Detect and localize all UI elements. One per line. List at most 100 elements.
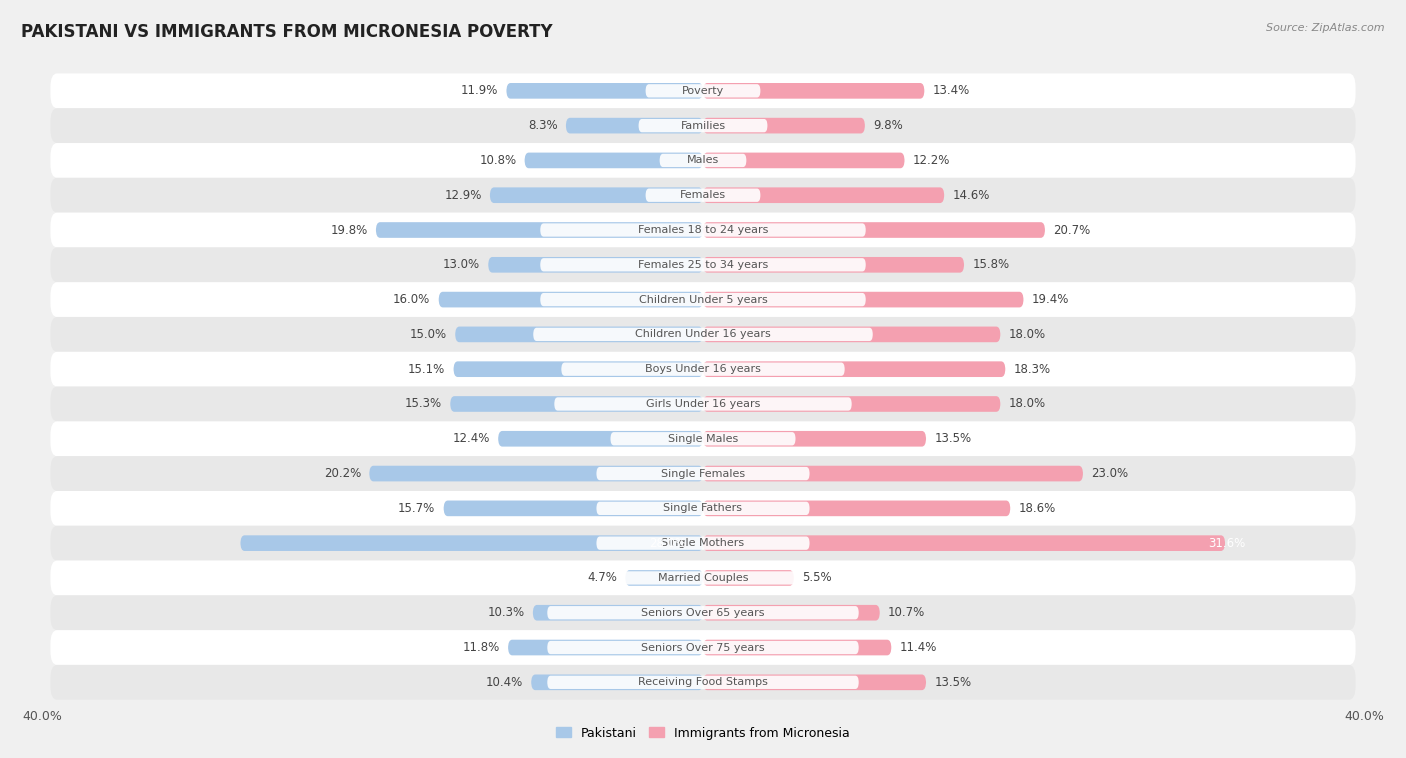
FancyBboxPatch shape [703, 465, 1083, 481]
FancyBboxPatch shape [703, 431, 927, 446]
FancyBboxPatch shape [51, 247, 1355, 282]
FancyBboxPatch shape [51, 108, 1355, 143]
FancyBboxPatch shape [51, 630, 1355, 665]
Text: Males: Males [688, 155, 718, 165]
Text: 19.4%: 19.4% [1032, 293, 1069, 306]
FancyBboxPatch shape [51, 143, 1355, 178]
Text: 9.8%: 9.8% [873, 119, 903, 132]
FancyBboxPatch shape [703, 152, 904, 168]
FancyBboxPatch shape [489, 187, 703, 203]
FancyBboxPatch shape [547, 606, 859, 619]
FancyBboxPatch shape [51, 526, 1355, 561]
Text: Receiving Food Stamps: Receiving Food Stamps [638, 678, 768, 688]
FancyBboxPatch shape [659, 154, 747, 167]
FancyBboxPatch shape [51, 317, 1355, 352]
FancyBboxPatch shape [703, 396, 1001, 412]
FancyBboxPatch shape [506, 83, 703, 99]
FancyBboxPatch shape [51, 74, 1355, 108]
Text: 11.4%: 11.4% [900, 641, 936, 654]
FancyBboxPatch shape [565, 117, 703, 133]
Text: 15.3%: 15.3% [405, 397, 441, 411]
FancyBboxPatch shape [561, 362, 845, 376]
Text: 31.6%: 31.6% [1209, 537, 1246, 550]
Text: 10.8%: 10.8% [479, 154, 516, 167]
FancyBboxPatch shape [596, 502, 810, 515]
FancyBboxPatch shape [645, 189, 761, 202]
FancyBboxPatch shape [51, 595, 1355, 630]
FancyBboxPatch shape [626, 570, 703, 586]
FancyBboxPatch shape [703, 500, 1011, 516]
Text: 28.0%: 28.0% [650, 537, 686, 550]
FancyBboxPatch shape [547, 641, 859, 654]
FancyBboxPatch shape [540, 258, 866, 271]
FancyBboxPatch shape [703, 187, 945, 203]
FancyBboxPatch shape [375, 222, 703, 238]
FancyBboxPatch shape [488, 257, 703, 273]
Text: 10.7%: 10.7% [889, 606, 925, 619]
FancyBboxPatch shape [547, 675, 859, 689]
Text: 8.3%: 8.3% [529, 119, 558, 132]
FancyBboxPatch shape [439, 292, 703, 308]
FancyBboxPatch shape [554, 397, 852, 411]
FancyBboxPatch shape [703, 535, 1225, 551]
Text: 15.7%: 15.7% [398, 502, 436, 515]
Text: 12.2%: 12.2% [912, 154, 950, 167]
FancyBboxPatch shape [524, 152, 703, 168]
FancyBboxPatch shape [703, 83, 924, 99]
Text: Seniors Over 75 years: Seniors Over 75 years [641, 643, 765, 653]
Text: 4.7%: 4.7% [588, 572, 617, 584]
FancyBboxPatch shape [240, 535, 703, 551]
Text: Girls Under 16 years: Girls Under 16 years [645, 399, 761, 409]
Text: Single Mothers: Single Mothers [661, 538, 745, 548]
FancyBboxPatch shape [596, 467, 810, 481]
FancyBboxPatch shape [703, 570, 794, 586]
FancyBboxPatch shape [51, 212, 1355, 247]
FancyBboxPatch shape [508, 640, 703, 656]
Text: 18.0%: 18.0% [1008, 397, 1046, 411]
FancyBboxPatch shape [703, 327, 1001, 342]
FancyBboxPatch shape [610, 432, 796, 446]
FancyBboxPatch shape [638, 119, 768, 133]
Text: 18.6%: 18.6% [1018, 502, 1056, 515]
Text: 15.1%: 15.1% [408, 362, 446, 376]
FancyBboxPatch shape [51, 352, 1355, 387]
FancyBboxPatch shape [645, 84, 761, 98]
FancyBboxPatch shape [703, 640, 891, 656]
FancyBboxPatch shape [51, 421, 1355, 456]
FancyBboxPatch shape [456, 327, 703, 342]
FancyBboxPatch shape [533, 605, 703, 621]
Text: 13.4%: 13.4% [932, 84, 970, 97]
Text: 19.8%: 19.8% [330, 224, 367, 236]
FancyBboxPatch shape [703, 292, 1024, 308]
Text: 15.0%: 15.0% [409, 328, 447, 341]
FancyBboxPatch shape [51, 456, 1355, 491]
Text: Single Males: Single Males [668, 434, 738, 443]
Text: Females: Females [681, 190, 725, 200]
FancyBboxPatch shape [589, 572, 817, 584]
Text: 14.6%: 14.6% [952, 189, 990, 202]
Text: 11.8%: 11.8% [463, 641, 499, 654]
FancyBboxPatch shape [703, 117, 865, 133]
FancyBboxPatch shape [51, 665, 1355, 700]
Text: Single Females: Single Females [661, 468, 745, 478]
FancyBboxPatch shape [444, 500, 703, 516]
Text: 13.0%: 13.0% [443, 258, 479, 271]
FancyBboxPatch shape [450, 396, 703, 412]
Legend: Pakistani, Immigrants from Micronesia: Pakistani, Immigrants from Micronesia [551, 722, 855, 744]
FancyBboxPatch shape [703, 362, 1005, 377]
Text: 11.9%: 11.9% [461, 84, 498, 97]
FancyBboxPatch shape [51, 561, 1355, 595]
FancyBboxPatch shape [596, 537, 810, 550]
Text: 12.9%: 12.9% [444, 189, 482, 202]
FancyBboxPatch shape [370, 465, 703, 481]
FancyBboxPatch shape [703, 605, 880, 621]
Text: 18.0%: 18.0% [1008, 328, 1046, 341]
Text: Poverty: Poverty [682, 86, 724, 96]
Text: 20.7%: 20.7% [1053, 224, 1091, 236]
Text: 5.5%: 5.5% [801, 572, 832, 584]
FancyBboxPatch shape [540, 293, 866, 306]
Text: 16.0%: 16.0% [394, 293, 430, 306]
FancyBboxPatch shape [454, 362, 703, 377]
FancyBboxPatch shape [540, 224, 866, 236]
Text: Source: ZipAtlas.com: Source: ZipAtlas.com [1267, 23, 1385, 33]
